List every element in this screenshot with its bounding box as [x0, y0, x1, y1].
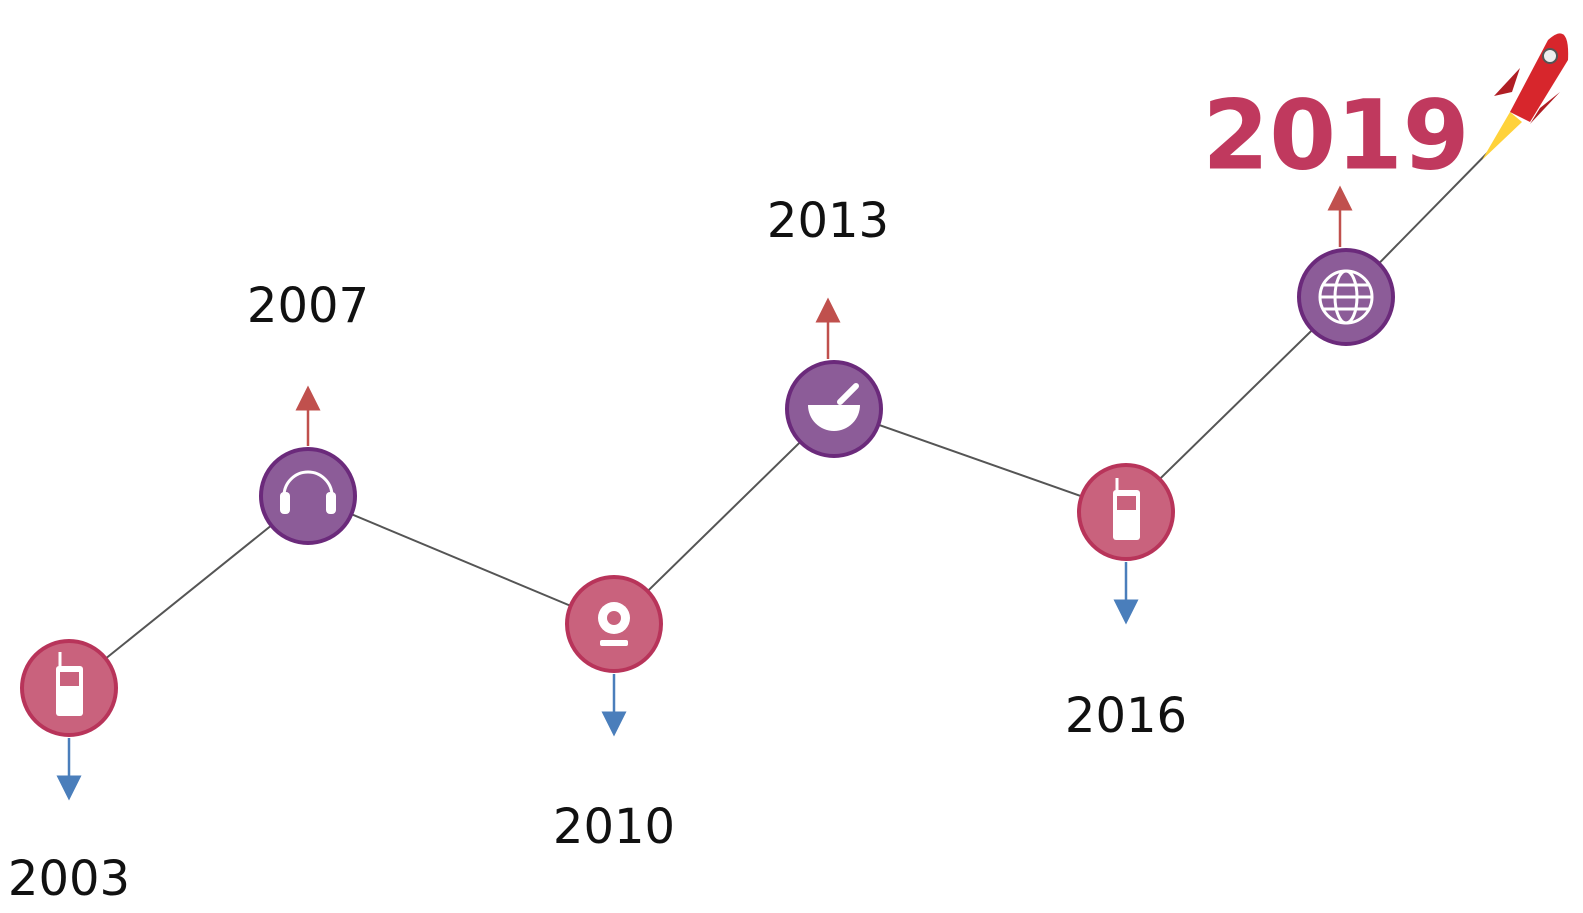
node-2019	[1299, 250, 1393, 344]
node-2016	[1079, 465, 1173, 559]
year-label-highlight: 2019	[1202, 79, 1469, 191]
node-2007	[261, 449, 355, 543]
node-2003	[22, 641, 116, 735]
node-2010	[567, 577, 661, 671]
timeline: 2003 2007 2010 2013 2016 2019	[0, 0, 1583, 913]
year-label: 2007	[247, 278, 369, 334]
node-2013	[787, 362, 881, 456]
year-label: 2010	[553, 799, 675, 855]
year-label: 2003	[8, 851, 130, 907]
year-label: 2013	[767, 193, 889, 249]
rocket	[1482, 33, 1568, 160]
year-label: 2016	[1065, 688, 1187, 744]
